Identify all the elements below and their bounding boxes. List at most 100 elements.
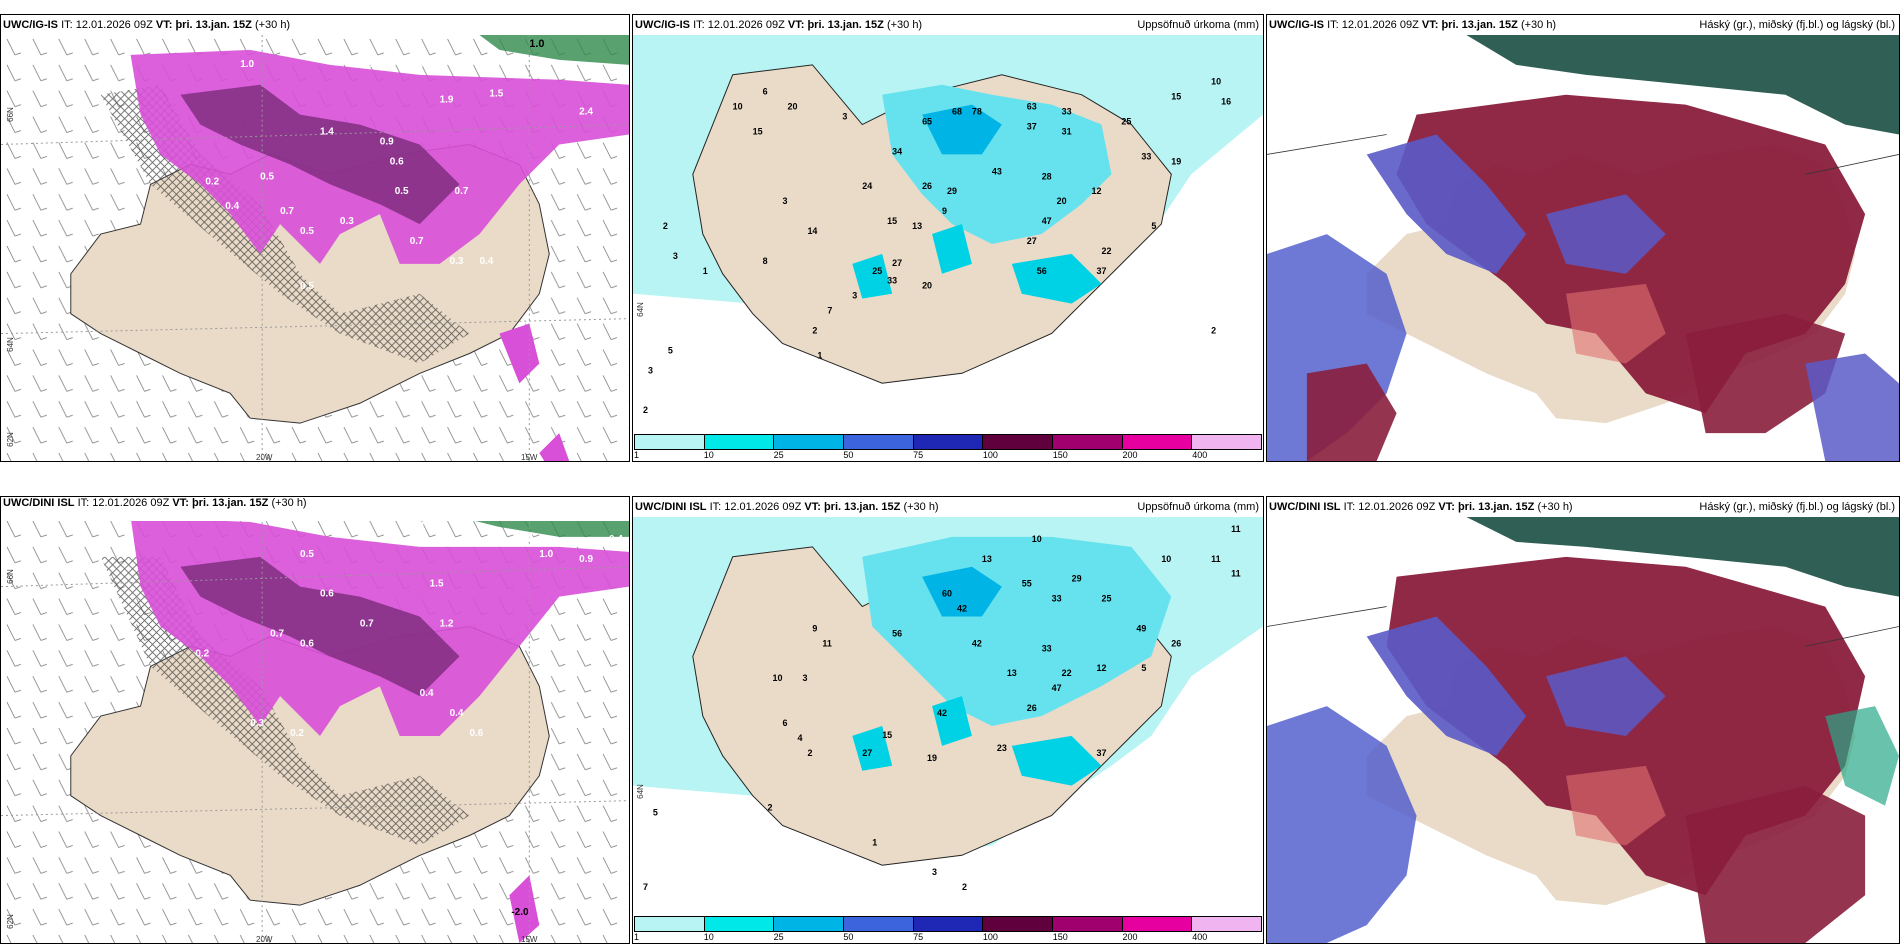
value-label: 19 (927, 753, 937, 763)
legend-tick: 25 (773, 932, 784, 942)
value-label: 1.4 (320, 127, 334, 138)
value-label: 1 (872, 837, 877, 847)
value-label: 0.6 (470, 728, 484, 739)
value-label: 0.7 (360, 618, 374, 629)
value-label: 27 (892, 258, 902, 268)
panel-title: Uppsöfnuð úrkoma (mm) (1137, 19, 1259, 31)
value-label: 7 (643, 882, 648, 892)
value-label: 12 (1097, 663, 1107, 673)
panel-top-left: UWC/IG-IS IT: 12.01.2026 09Z VT: þri. 13… (0, 14, 630, 462)
vt-value: þri. 13.jan. 15Z (1441, 19, 1518, 31)
value-label: 20 (922, 281, 932, 291)
value-label: 2 (768, 803, 773, 813)
legend-swatch (913, 435, 984, 449)
value-label: 3 (802, 673, 807, 683)
it-value: 12.01.2026 09Z (707, 19, 785, 31)
value-label: 1 (817, 350, 822, 360)
panel-header: UWC/DINI ISL IT: 12.01.2026 09Z VT: þri.… (1, 497, 629, 521)
value-label: 15 (887, 216, 897, 226)
panel-top-middle: UWC/IG-IS IT: 12.01.2026 09Z VT: þri. 13… (632, 14, 1264, 462)
vt-label: VT: (787, 19, 805, 31)
value-label: 10 (733, 102, 743, 112)
it-value: 12.01.2026 09Z (1358, 501, 1436, 513)
legend-swatch (635, 435, 705, 449)
value-label: 33 (1062, 107, 1072, 117)
lat-label: 62N (5, 914, 15, 929)
lat-label: 64N (635, 784, 645, 799)
legend-swatch (983, 917, 1054, 931)
vt-value: þri. 13.jan. 15Z (807, 19, 884, 31)
value-label: 56 (892, 628, 902, 638)
legend-tick: 50 (843, 450, 854, 460)
panel-header: UWC/DINI ISL IT: 12.01.2026 09Z VT: þri.… (1267, 497, 1899, 517)
vt-value: þri. 13.jan. 15Z (823, 501, 901, 513)
lead-time: (+30 h) (886, 19, 923, 31)
lead-time: (+30 h) (1520, 19, 1557, 31)
value-label: 2 (962, 882, 967, 892)
value-label: 0.2 (195, 648, 209, 659)
legend-swatch (1053, 917, 1123, 931)
map-canvas: 6 10 20 15 3 34 63 65 68 78 37 33 31 25 … (633, 35, 1263, 433)
legend-tick: 10 (703, 932, 714, 942)
it-label: IT: (1327, 19, 1339, 31)
precip-legend: 1 10 25 50 75 100 150 200 400 (634, 916, 1262, 942)
map-canvas: 1.1 0.8 0.6 0.5 0.2 0.7 1.5 1.0 0.9 0.4 … (1, 517, 629, 943)
value-label: 26 (1171, 638, 1181, 648)
value-label: 0.2 (290, 728, 304, 739)
panel-bottom-left: UWC/DINI ISL IT: 12.01.2026 09Z VT: þri.… (0, 496, 630, 944)
lat-label: 66N (5, 569, 15, 584)
legend-tick: 75 (913, 450, 924, 460)
legend-tick: 200 (1122, 450, 1138, 460)
value-label: 5 (668, 345, 673, 355)
value-label: 78 (972, 107, 982, 117)
legend-tick: 1 (634, 450, 640, 460)
model-name: UWC/IG-IS (635, 19, 690, 31)
value-label: 24 (862, 181, 872, 191)
value-label: 3 (852, 291, 857, 301)
precip-accum-map: 6 10 20 15 3 34 63 65 68 78 37 33 31 25 … (633, 35, 1263, 433)
precip-accum-map: 10 13 11 11 11 29 33 25 10 60 42 55 49 5… (633, 517, 1263, 915)
value-label: 0.6 (390, 156, 404, 167)
value-label: 65 (922, 117, 932, 127)
legend-tick: 1 (634, 932, 640, 942)
value-label: 29 (947, 186, 957, 196)
legend-tick: 150 (1052, 450, 1068, 460)
value-label: 3 (842, 112, 847, 122)
value-label: 0.9 (579, 554, 593, 565)
value-label: 23 (997, 743, 1007, 753)
vt-label: VT: (1421, 19, 1439, 31)
lead-time: (+30 h) (271, 497, 307, 509)
value-label: 26 (1027, 703, 1037, 713)
value-label: 9 (942, 206, 947, 216)
value-label: 11 (1211, 554, 1220, 564)
panel-top-right: UWC/IG-IS IT: 12.01.2026 09Z VT: þri. 13… (1266, 14, 1900, 462)
value-label: 5 (653, 808, 658, 818)
value-label: 0.7 (280, 206, 294, 217)
panel-header: UWC/DINI ISL IT: 12.01.2026 09Z VT: þri.… (633, 497, 1263, 517)
legend-tick: 150 (1052, 932, 1068, 942)
value-label: 11 (822, 638, 831, 648)
wind-precip-map: 1.1 0.8 0.6 0.5 0.2 0.7 1.5 1.0 0.9 0.4 … (1, 517, 629, 943)
value-label: 3 (932, 867, 937, 877)
value-label: 0.4 (609, 534, 623, 545)
value-label: 0.4 (479, 256, 493, 267)
vt-label: VT: (804, 501, 821, 513)
panel-bottom-right: UWC/DINI ISL IT: 12.01.2026 09Z VT: þri.… (1266, 496, 1900, 944)
value-label: 47 (1042, 216, 1052, 226)
value-label: 16 (1221, 97, 1231, 107)
value-label: 0.8 (519, 531, 533, 542)
legend-swatch (913, 917, 984, 931)
panel-header: UWC/IG-IS IT: 12.01.2026 09Z VT: þri. 13… (1267, 15, 1899, 35)
value-label: 20 (788, 102, 798, 112)
value-label: 0.7 (270, 628, 284, 639)
lon-label: 15W (521, 453, 538, 462)
value-label: 0.3 (450, 256, 464, 267)
value-label: 15 (753, 127, 763, 137)
vt-value: þri. 13.jan. 15Z (1457, 501, 1535, 513)
value-label: 1.9 (440, 95, 454, 106)
lon-label: 20W (256, 453, 273, 462)
value-label: 2 (1211, 326, 1216, 336)
lon-label: 15W (521, 935, 538, 944)
value-label: 19 (1171, 156, 1181, 166)
legend-swatch (844, 435, 914, 449)
